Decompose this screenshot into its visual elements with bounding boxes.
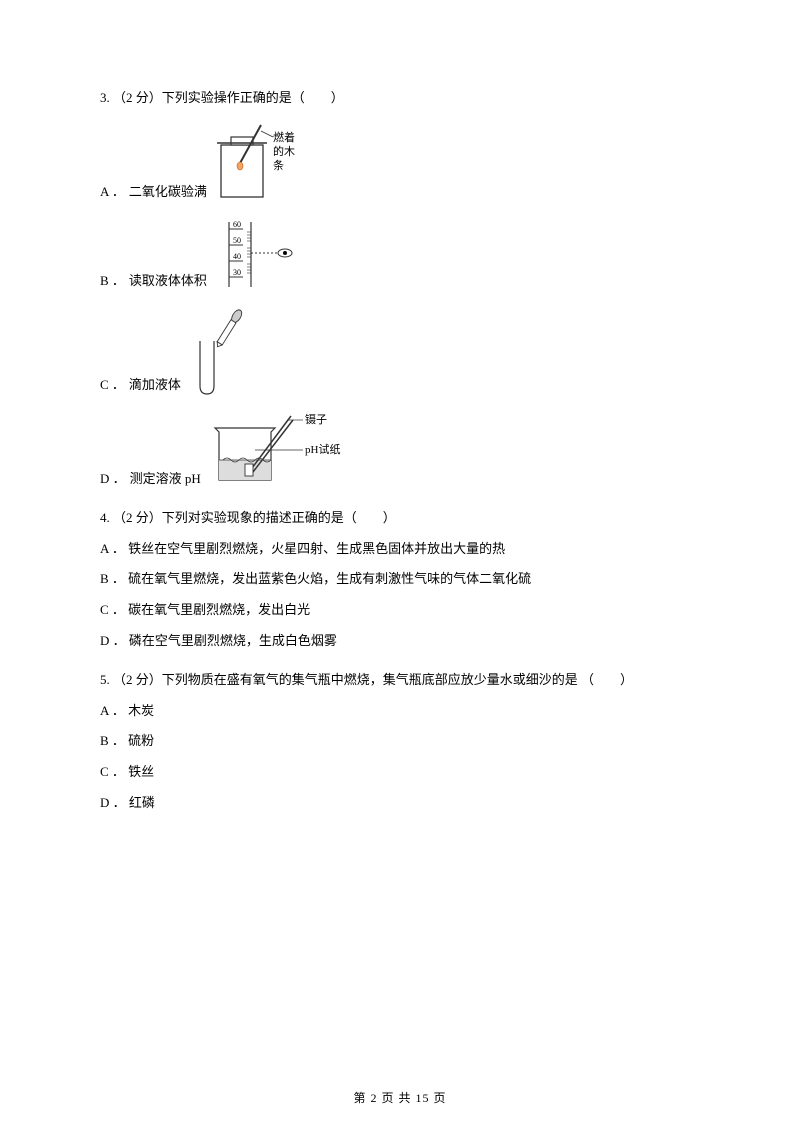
q4-stem: 4. （2 分）下列对实验现象的描述正确的是（ ） bbox=[100, 508, 700, 529]
svg-text:镊子: 镊子 bbox=[305, 413, 327, 426]
q5-option-b: B ． 硫粉 bbox=[100, 731, 700, 752]
q5-option-d: D ． 红磷 bbox=[100, 793, 700, 814]
page-footer: 第 2 页 共 15 页 bbox=[0, 1089, 800, 1106]
svg-text:的木: 的木 bbox=[273, 144, 295, 158]
q3-stem: 3. （2 分）下列实验操作正确的是（ ） bbox=[100, 88, 700, 109]
q5-stem: 5. （2 分）下列物质在盛有氧气的集气瓶中燃烧，集气瓶底部应放少量水或细沙的是… bbox=[100, 670, 700, 691]
q3-option-c: C ． 滴加液体 bbox=[100, 306, 700, 396]
option-label: 读取液体体积 bbox=[129, 271, 207, 292]
q3-fig-d: 镊子 pH试纸 bbox=[205, 410, 365, 490]
svg-text:燃着: 燃着 bbox=[273, 130, 295, 144]
option-prefix: C ． bbox=[100, 375, 125, 396]
q4-option-d: D ． 磷在空气里剧烈燃烧，生成白色烟雾 bbox=[100, 631, 700, 652]
option-prefix: A ． bbox=[100, 182, 125, 203]
q3-option-a: A ． 二氧化碳验满 燃着 的木 条 bbox=[100, 123, 700, 203]
svg-text:30: 30 bbox=[233, 268, 241, 277]
dropper-tube-icon bbox=[185, 306, 255, 396]
q5-option-c: C ． 铁丝 bbox=[100, 762, 700, 783]
q3-fig-b: 60 50 40 30 bbox=[211, 217, 301, 292]
q4-option-b: B ． 硫在氧气里燃烧，发出蓝紫色火焰，生成有刺激性气味的气体二氧化硫 bbox=[100, 569, 700, 590]
cylinder-reading-icon: 60 50 40 30 bbox=[211, 217, 301, 292]
option-label: 二氧化碳验满 bbox=[129, 182, 207, 203]
option-label: 测定溶液 pH bbox=[130, 469, 201, 490]
q3-option-b: B ． 读取液体体积 60 50 40 30 bbox=[100, 217, 700, 292]
svg-text:条: 条 bbox=[273, 158, 284, 172]
q4-option-c: C ． 碳在氧气里剧烈燃烧，发出白光 bbox=[100, 600, 700, 621]
beaker-ph-icon: 镊子 pH试纸 bbox=[205, 410, 365, 490]
option-prefix: D ． bbox=[100, 469, 126, 490]
option-label: 滴加液体 bbox=[129, 375, 181, 396]
svg-text:50: 50 bbox=[233, 236, 241, 245]
svg-text:40: 40 bbox=[233, 252, 241, 261]
q3-fig-a: 燃着 的木 条 bbox=[211, 123, 321, 203]
page-content: 3. （2 分）下列实验操作正确的是（ ） A ． 二氧化碳验满 燃着 的木 条 bbox=[0, 0, 800, 864]
svg-text:pH试纸: pH试纸 bbox=[305, 443, 340, 456]
svg-text:60: 60 bbox=[233, 220, 241, 229]
q3-fig-c bbox=[185, 306, 255, 396]
option-prefix: B ． bbox=[100, 271, 125, 292]
q4-option-a: A ． 铁丝在空气里剧烈燃烧，火星四射、生成黑色固体并放出大量的热 bbox=[100, 539, 700, 560]
bottle-splint-icon: 燃着 的木 条 bbox=[211, 123, 321, 203]
q3-option-d: D ． 测定溶液 pH 镊子 pH试纸 bbox=[100, 410, 700, 490]
q5-option-a: A ． 木炭 bbox=[100, 701, 700, 722]
